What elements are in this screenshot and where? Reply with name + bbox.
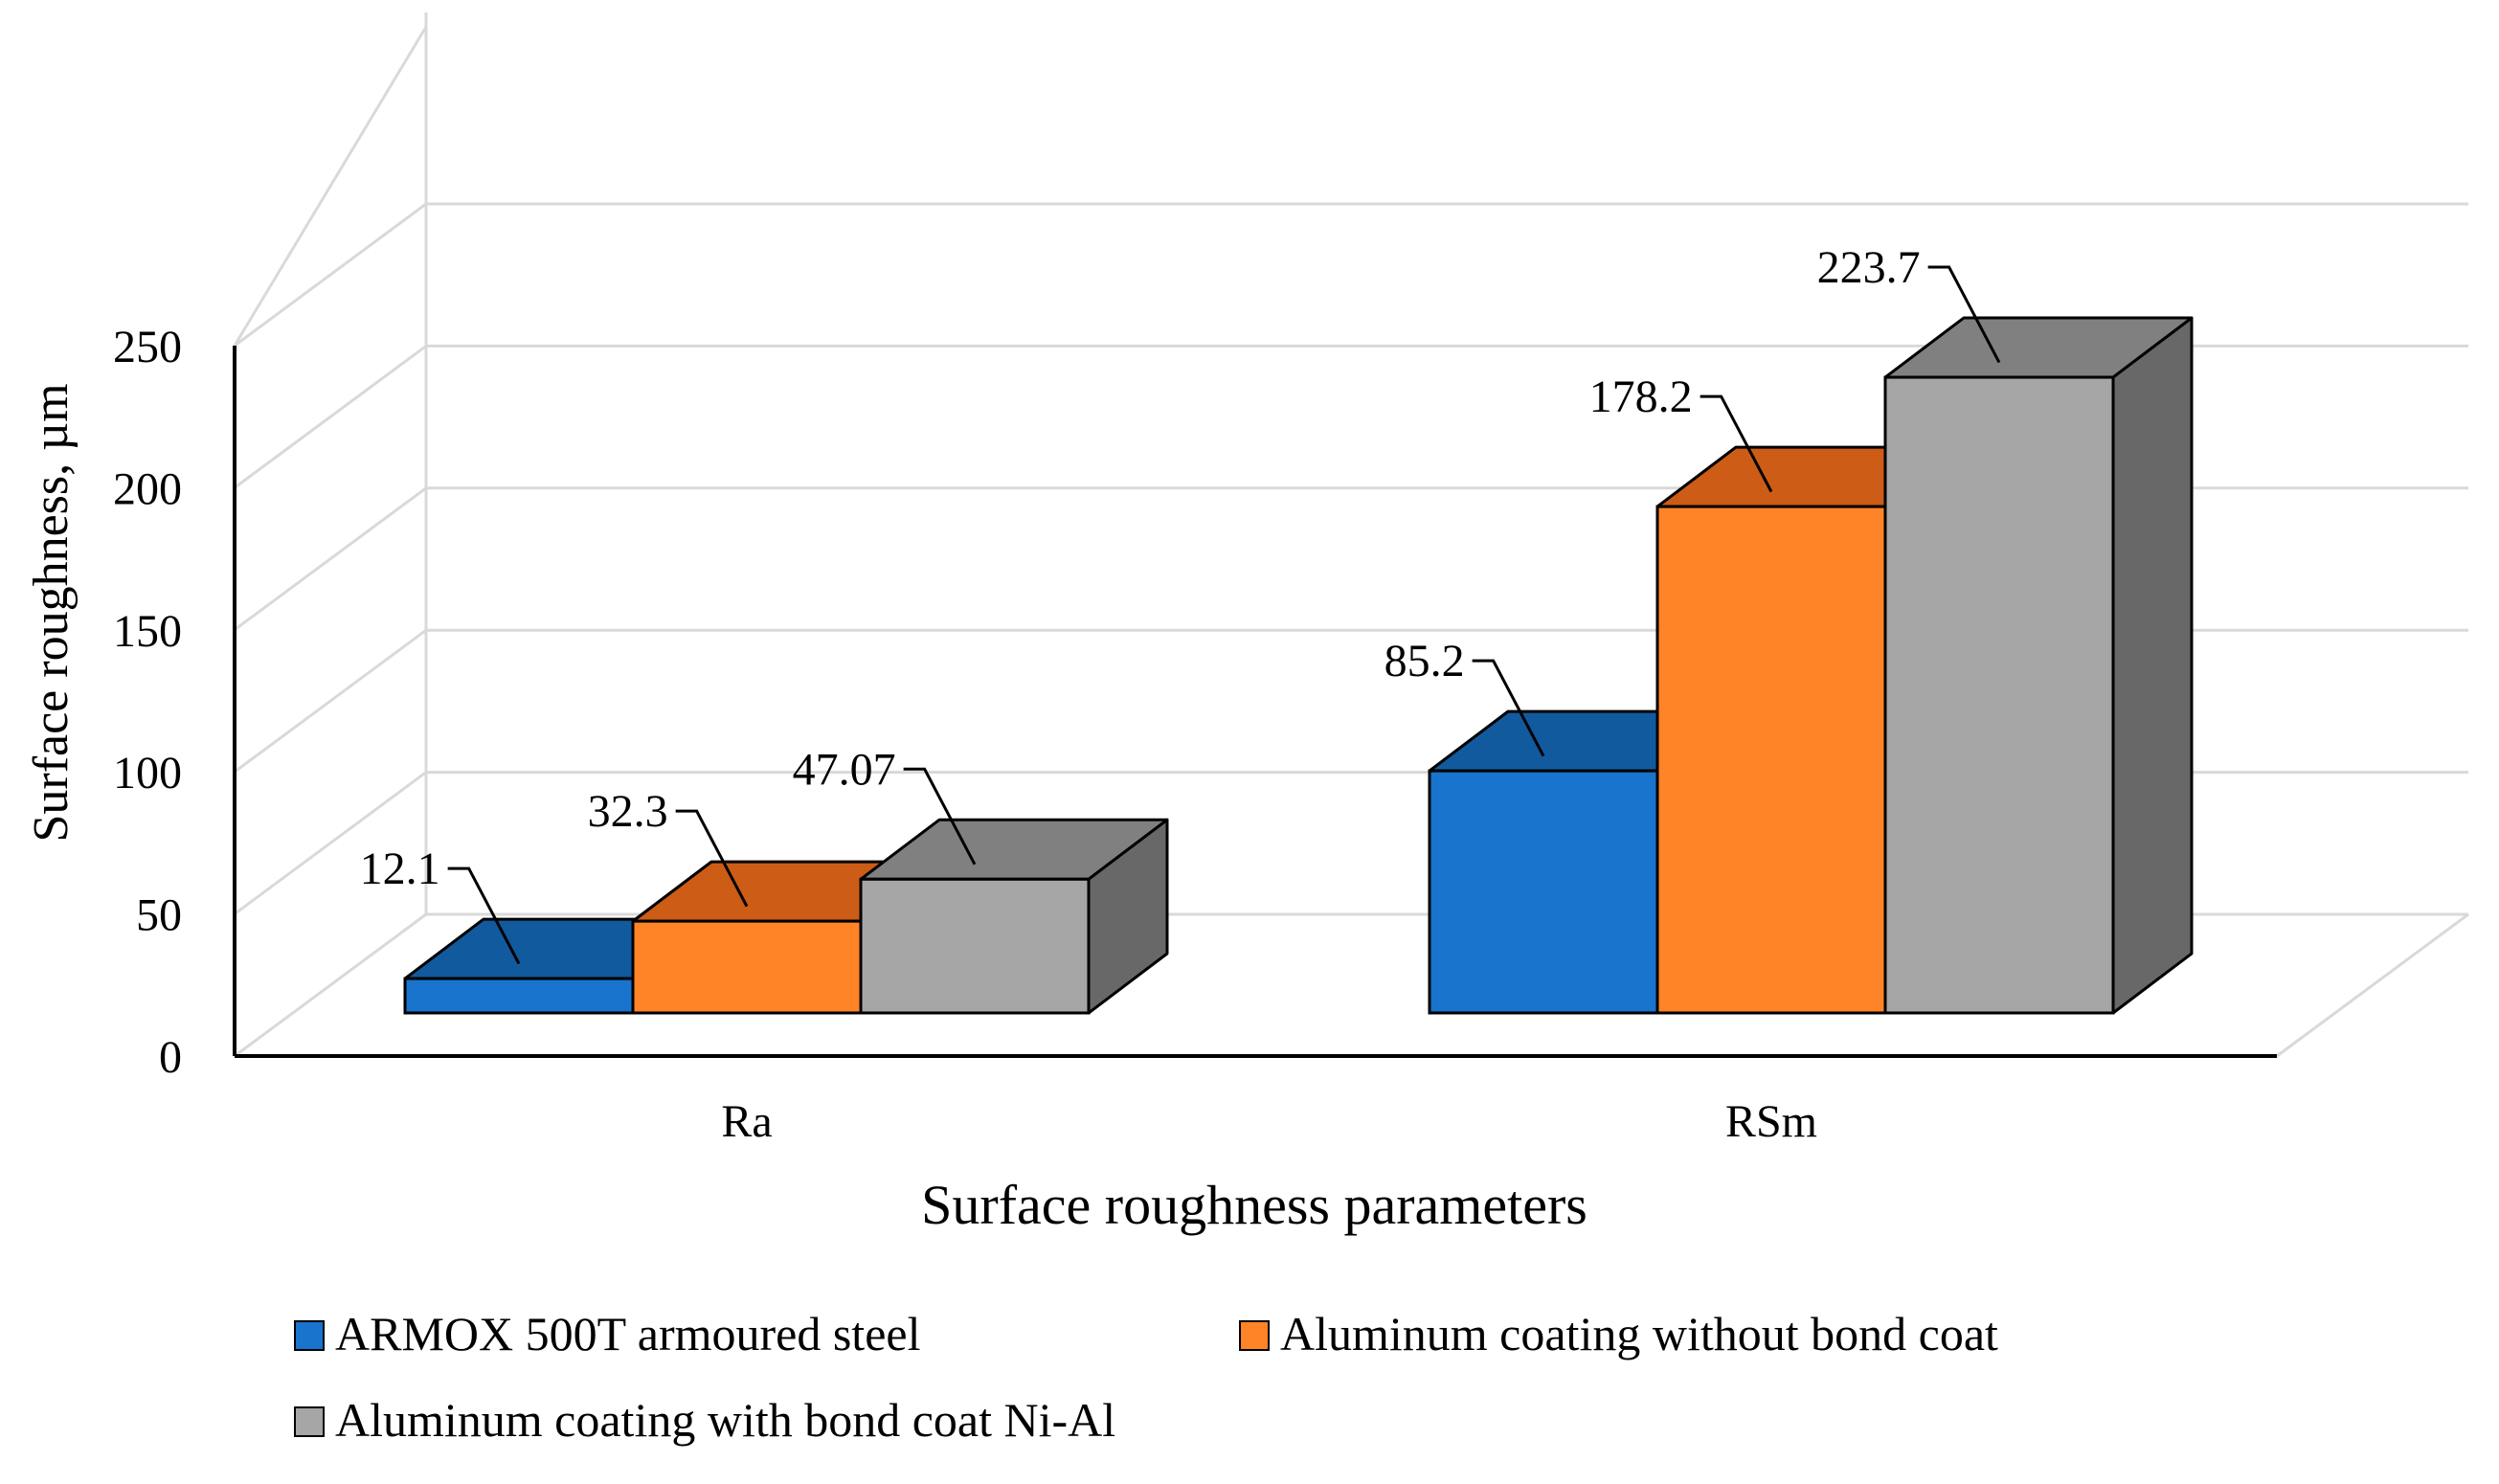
- legend-swatch: [1239, 1320, 1270, 1351]
- data-label-leader: [1472, 659, 1545, 757]
- data-label-leader: [903, 767, 977, 866]
- gridline-side: [234, 771, 427, 915]
- y-tick-label: 100: [113, 748, 182, 798]
- data-label: 12.1: [360, 843, 440, 894]
- side-wall-top-edge: [233, 26, 428, 347]
- axes: [233, 346, 2277, 1058]
- gridline-side: [234, 345, 427, 489]
- legend-swatch: [294, 1320, 325, 1351]
- y-tick-label: 250: [113, 322, 182, 372]
- data-label-leader: [675, 809, 749, 908]
- x-tick-label: Ra: [721, 1096, 772, 1147]
- y-tick-label: 200: [113, 463, 182, 514]
- bars: [403, 316, 2194, 1015]
- bar: [631, 919, 863, 1015]
- data-label: 223.7: [1817, 242, 1921, 293]
- legend-swatch: [294, 1406, 325, 1437]
- data-label-leader: [447, 866, 521, 965]
- bar-side-face: [2111, 316, 2194, 1015]
- gridline-side: [234, 628, 427, 774]
- y-tick-label: 50: [136, 890, 182, 941]
- bar: [1428, 769, 1659, 1015]
- gridline-side: [234, 486, 427, 632]
- gridline-side: [234, 912, 427, 1058]
- bar: [859, 877, 1091, 1015]
- legend: ARMOX 500T armoured steel Aluminum coatin…: [294, 1307, 1998, 1447]
- data-label: 178.2: [1589, 371, 1693, 422]
- y-axis-title: Surface roughness, µm: [24, 383, 79, 842]
- data-label: 32.3: [588, 786, 668, 837]
- axis-text: Surface roughness, µm Surface roughness …: [24, 322, 1817, 1236]
- plot-walls: [233, 12, 2469, 1058]
- x-axis-title: Surface roughness parameters: [921, 1174, 1587, 1236]
- data-label: 47.07: [793, 744, 896, 795]
- data-label-leader: [1700, 394, 1773, 493]
- bar: [1883, 375, 2115, 1015]
- floor-right-edge: [2276, 912, 2469, 1058]
- data-label: 85.2: [1385, 636, 1465, 686]
- x-tick-label: RSm: [1725, 1096, 1817, 1147]
- y-tick-label: 0: [159, 1032, 182, 1083]
- bar: [403, 977, 635, 1015]
- legend-label: ARMOX 500T armoured steel: [335, 1307, 920, 1360]
- gridline-side: [234, 202, 427, 348]
- bar: [1655, 505, 1887, 1015]
- legend-label: Aluminum coating with bond coat Ni-Al: [335, 1393, 1115, 1447]
- y-tick-label: 150: [113, 606, 182, 657]
- legend-label: Aluminum coating without bond coat: [1280, 1307, 1998, 1360]
- data-label-leader: [1927, 265, 2001, 364]
- data-labels: 12.1 32.3 47.07 85.2 178.2 223.7: [360, 242, 2001, 965]
